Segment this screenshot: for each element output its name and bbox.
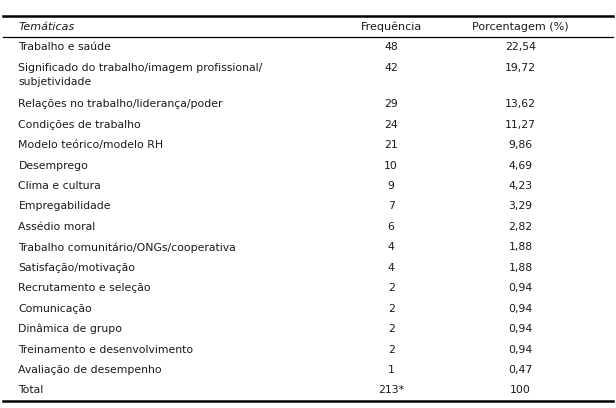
Text: 21: 21 xyxy=(384,140,398,150)
Text: Condições de trabalho: Condições de trabalho xyxy=(18,120,141,130)
Text: Recrutamento e seleção: Recrutamento e seleção xyxy=(18,283,151,293)
Text: 29: 29 xyxy=(384,99,398,109)
Text: 0,94: 0,94 xyxy=(508,324,533,334)
Text: 0,94: 0,94 xyxy=(508,344,533,355)
Text: Clima e cultura: Clima e cultura xyxy=(18,181,101,191)
Text: 100: 100 xyxy=(510,386,531,395)
Text: 4: 4 xyxy=(387,263,395,273)
Text: 19,72: 19,72 xyxy=(505,63,536,73)
Text: 42: 42 xyxy=(384,63,398,73)
Text: Trabalho e saúde: Trabalho e saúde xyxy=(18,42,111,52)
Text: 2: 2 xyxy=(387,283,395,293)
Text: 6: 6 xyxy=(387,222,395,232)
Text: 0,47: 0,47 xyxy=(508,365,533,375)
Text: 4,69: 4,69 xyxy=(508,161,533,171)
Text: 1,88: 1,88 xyxy=(508,242,533,252)
Text: 2: 2 xyxy=(387,304,395,314)
Text: Relações no trabalho/liderança/poder: Relações no trabalho/liderança/poder xyxy=(18,99,223,109)
Text: Temáticas: Temáticas xyxy=(18,22,75,31)
Text: Satisfação/motivação: Satisfação/motivação xyxy=(18,263,136,273)
Text: 22,54: 22,54 xyxy=(505,42,536,52)
Text: 11,27: 11,27 xyxy=(505,120,536,130)
Text: 1: 1 xyxy=(387,365,395,375)
Text: 0,94: 0,94 xyxy=(508,283,533,293)
Text: 3,29: 3,29 xyxy=(508,202,533,211)
Text: subjetividade: subjetividade xyxy=(18,77,92,87)
Text: 7: 7 xyxy=(387,202,395,211)
Text: 9,86: 9,86 xyxy=(508,140,533,150)
Text: Assédio moral: Assédio moral xyxy=(18,222,95,232)
Text: 48: 48 xyxy=(384,42,398,52)
Text: 1,88: 1,88 xyxy=(508,263,533,273)
Text: Total: Total xyxy=(18,386,44,395)
Text: 4: 4 xyxy=(387,242,395,252)
Text: Dinâmica de grupo: Dinâmica de grupo xyxy=(18,324,123,334)
Text: 213*: 213* xyxy=(378,386,404,395)
Text: 2: 2 xyxy=(387,344,395,355)
Text: 2: 2 xyxy=(387,324,395,334)
Text: Empregabilidade: Empregabilidade xyxy=(18,202,111,211)
Text: Porcentagem (%): Porcentagem (%) xyxy=(472,22,569,31)
Text: 9: 9 xyxy=(387,181,395,191)
Text: Significado do trabalho/imagem profissional/: Significado do trabalho/imagem profissio… xyxy=(18,63,263,73)
Text: Frequência: Frequência xyxy=(360,21,422,32)
Text: 4,23: 4,23 xyxy=(508,181,533,191)
Text: 24: 24 xyxy=(384,120,398,130)
Text: Trabalho comunitário/ONGs/cooperativa: Trabalho comunitário/ONGs/cooperativa xyxy=(18,242,236,253)
Text: Treinamento e desenvolvimento: Treinamento e desenvolvimento xyxy=(18,344,193,355)
Text: Desemprego: Desemprego xyxy=(18,161,88,171)
Text: Avaliação de desempenho: Avaliação de desempenho xyxy=(18,365,162,375)
Text: 13,62: 13,62 xyxy=(505,99,536,109)
Text: 10: 10 xyxy=(384,161,398,171)
Text: Modelo teórico/modelo RH: Modelo teórico/modelo RH xyxy=(18,140,164,150)
Text: Comunicação: Comunicação xyxy=(18,304,92,314)
Text: 2,82: 2,82 xyxy=(508,222,533,232)
Text: 0,94: 0,94 xyxy=(508,304,533,314)
